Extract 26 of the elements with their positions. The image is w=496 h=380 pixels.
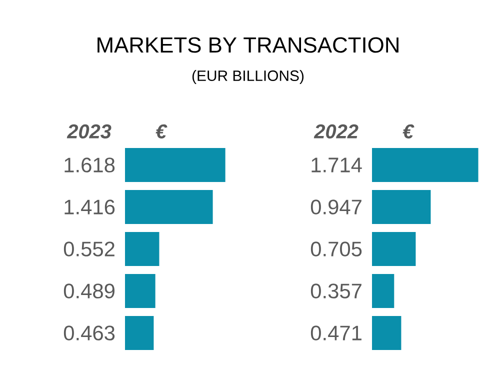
bar <box>372 190 431 224</box>
data-label: 0.947 <box>310 200 362 214</box>
bar <box>125 190 213 224</box>
bar <box>125 148 226 182</box>
x-axis-title: € <box>402 124 414 138</box>
y-axis-title: 2023 <box>66 124 112 138</box>
data-label: 1.416 <box>64 200 115 214</box>
y-axis-title: 2022 <box>314 124 358 138</box>
data-label: 0.705 <box>310 242 362 256</box>
bar <box>125 316 154 350</box>
x-axis-title: € <box>156 124 168 138</box>
chart-subtitle: (EUR BILLIONS) <box>192 70 304 84</box>
bar <box>372 274 394 308</box>
data-label: 1.618 <box>64 158 115 172</box>
bar <box>372 148 478 182</box>
data-label: 0.471 <box>310 326 362 340</box>
data-label: 0.463 <box>64 326 115 340</box>
bar <box>372 316 402 350</box>
bar <box>372 232 416 266</box>
chart-title: MARKETS BY TRANSACTION <box>98 37 398 53</box>
data-label: 1.714 <box>312 158 362 172</box>
data-label: 0.552 <box>64 242 114 256</box>
data-label: 0.489 <box>64 284 114 298</box>
bar <box>125 232 160 266</box>
bar <box>125 274 156 308</box>
data-label: 0.357 <box>310 284 362 298</box>
